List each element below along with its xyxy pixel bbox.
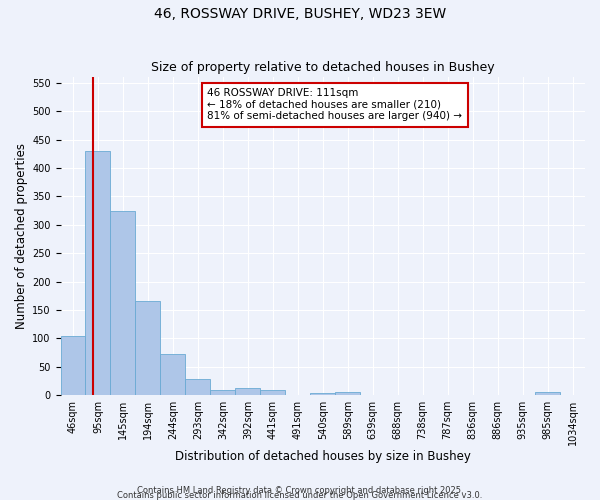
Bar xyxy=(160,354,185,395)
Bar xyxy=(310,393,335,395)
Bar xyxy=(235,388,260,395)
Y-axis label: Number of detached properties: Number of detached properties xyxy=(15,143,28,329)
Text: 46, ROSSWAY DRIVE, BUSHEY, WD23 3EW: 46, ROSSWAY DRIVE, BUSHEY, WD23 3EW xyxy=(154,8,446,22)
Bar xyxy=(110,210,136,395)
Bar xyxy=(211,390,235,395)
Bar xyxy=(185,380,211,395)
Bar xyxy=(61,336,85,395)
X-axis label: Distribution of detached houses by size in Bushey: Distribution of detached houses by size … xyxy=(175,450,470,462)
Bar xyxy=(535,392,560,395)
Text: Contains public sector information licensed under the Open Government Licence v3: Contains public sector information licen… xyxy=(118,491,482,500)
Bar xyxy=(136,302,160,395)
Text: Contains HM Land Registry data © Crown copyright and database right 2025.: Contains HM Land Registry data © Crown c… xyxy=(137,486,463,495)
Bar xyxy=(85,151,110,395)
Text: 46 ROSSWAY DRIVE: 111sqm
← 18% of detached houses are smaller (210)
81% of semi-: 46 ROSSWAY DRIVE: 111sqm ← 18% of detach… xyxy=(208,88,463,122)
Title: Size of property relative to detached houses in Bushey: Size of property relative to detached ho… xyxy=(151,62,494,74)
Bar xyxy=(335,392,360,395)
Bar xyxy=(260,390,285,395)
